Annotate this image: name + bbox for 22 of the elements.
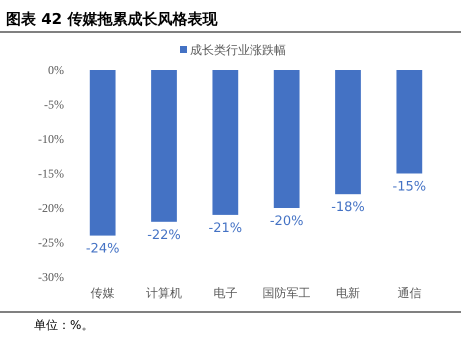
data-label: -15% bbox=[392, 180, 426, 194]
x-tick-label: 国防军工 bbox=[262, 286, 311, 300]
y-tick-label: -15% bbox=[38, 166, 64, 180]
y-tick-label: 0% bbox=[48, 63, 64, 77]
x-tick-label: 通信 bbox=[397, 286, 422, 300]
data-label: -22% bbox=[147, 228, 181, 243]
data-label: -20% bbox=[270, 214, 304, 229]
x-tick-label: 电新 bbox=[336, 286, 360, 300]
x-tick-label: 计算机 bbox=[146, 286, 182, 300]
y-tick-label: -20% bbox=[38, 201, 64, 215]
y-tick-label: -10% bbox=[38, 132, 64, 146]
y-tick-label: -30% bbox=[38, 270, 64, 284]
data-label: -21% bbox=[208, 220, 242, 236]
legend-label: 成长类行业涨跌幅 bbox=[190, 43, 286, 57]
x-tick-label: 传媒 bbox=[90, 286, 115, 300]
text: 单位：%。 bbox=[34, 318, 94, 332]
y-tick-label: -5% bbox=[44, 98, 64, 112]
data-label: -24% bbox=[86, 242, 120, 257]
y-tick-label: -25% bbox=[38, 236, 64, 250]
chart-title: 图表 42 传媒拖累成长风格表现 bbox=[6, 10, 218, 28]
data-label: -18% bbox=[331, 200, 365, 216]
x-tick-label: 电子 bbox=[213, 286, 238, 300]
